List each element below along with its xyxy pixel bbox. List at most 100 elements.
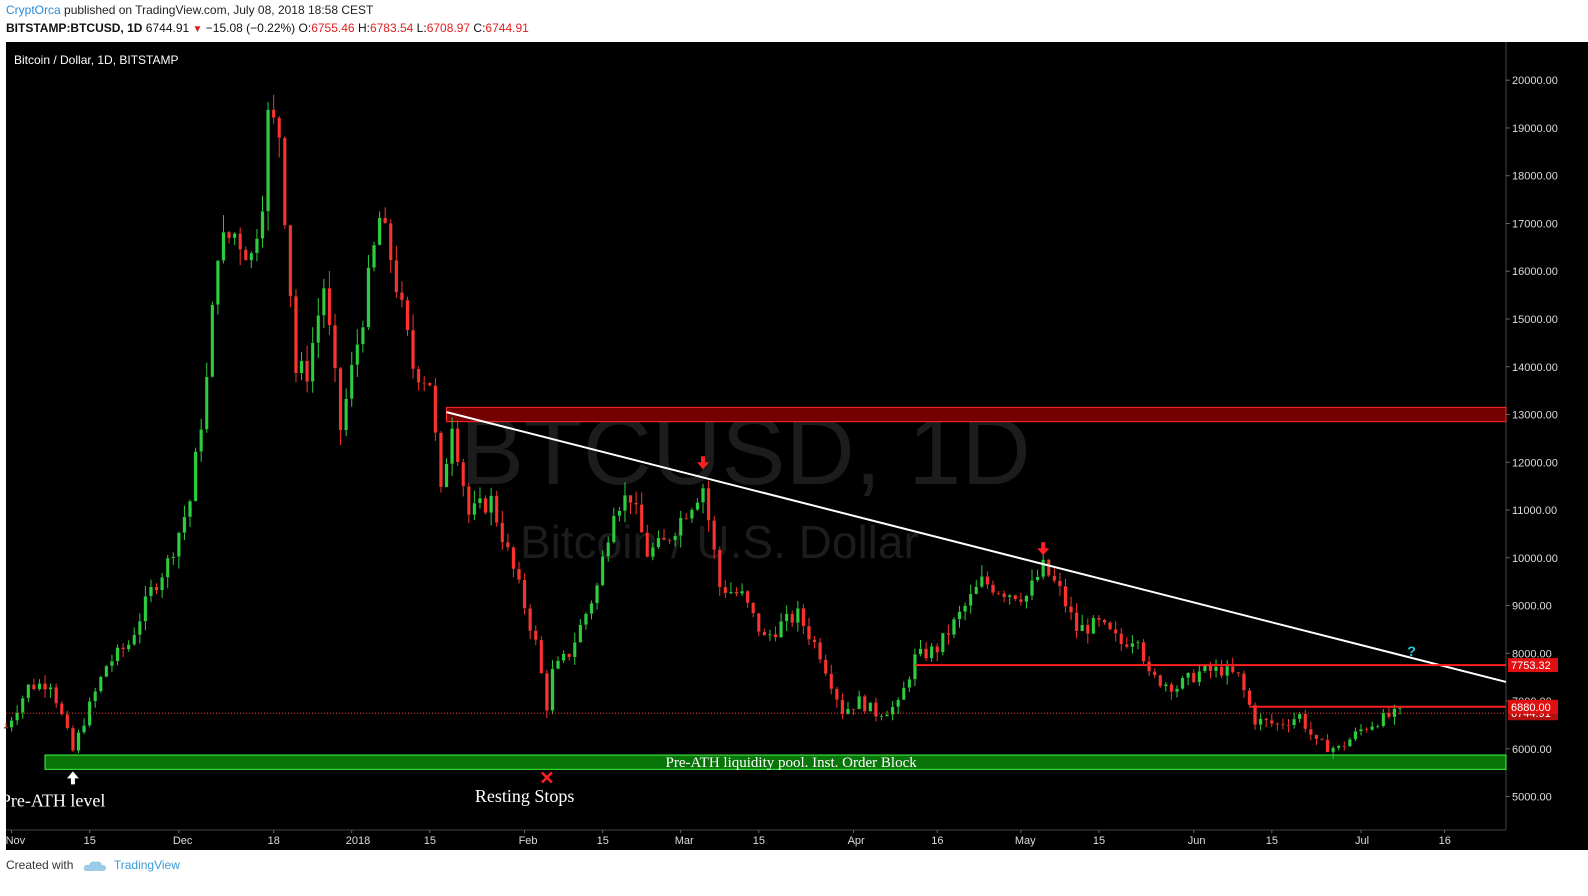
candle-up [896,697,901,715]
candle-body [227,231,231,239]
low-label: L: [416,21,427,35]
arrow-up-icon [66,771,79,785]
candle-body [1124,644,1129,648]
candle-down [1158,674,1163,688]
cross-icon [541,771,553,784]
candle-body [255,238,259,254]
time-tick-label: 2018 [346,835,370,847]
candle-body [76,732,81,751]
candle-down [4,723,8,729]
candle-body [383,217,388,224]
symbol-label: BITSTAMP:BTCUSD, 1D [6,21,143,35]
candle-down [712,515,717,559]
candle-body [160,577,164,591]
candle-up [701,483,705,514]
candle-body [1230,666,1235,673]
candle-up [1197,665,1202,686]
candle-body [1080,624,1085,632]
candle-up [266,101,270,231]
candle-body [846,708,850,715]
candle-up [349,351,354,407]
candle-body [907,679,912,688]
candle-down [1058,572,1062,596]
candle-down [528,604,532,640]
created-with-label: Created with [6,858,74,872]
candle-up [974,580,979,595]
candle-body [1007,595,1012,598]
candle-body [59,703,64,715]
candle-up [695,498,700,512]
candle-body [377,217,382,246]
candle-body [243,249,248,261]
candle-body [545,673,549,711]
level-1-badge-label: 6880.00 [1511,702,1551,714]
candle-up [177,531,181,569]
candle-down [1119,628,1124,651]
tradingview-link[interactable]: TradingView [113,858,180,872]
candle-down [522,573,527,615]
candle-up [1214,659,1218,678]
candle-body [1219,666,1224,677]
candle-body [835,688,839,700]
candle-body [506,542,510,548]
candle-body [1197,671,1202,683]
candle-body [695,502,700,510]
candle-down [227,231,231,244]
candle-down [383,207,388,224]
annotation-text: Resting Stops [475,786,575,806]
candle-up [561,650,566,663]
candle-up [1164,681,1168,692]
candle-body [1130,643,1135,648]
candle-up [1080,614,1085,632]
candle-body [294,296,298,374]
candle-body [1136,642,1140,644]
candle-up [918,639,923,657]
level-1-badge [1508,699,1558,714]
candle-body [1353,731,1358,740]
candle-up [617,506,622,522]
candle-body [589,602,594,614]
candle-body [517,568,521,580]
chart-area[interactable]: BTCUSD, 1D Bitcoin / U.S. Dollar Pre-ATH … [0,42,1588,850]
time-tick-label: 15 [1093,835,1105,847]
candle-up [651,542,655,561]
level-0-badge-label: 7753.32 [1511,660,1551,672]
candle-down [294,289,298,383]
candle-body [556,660,560,669]
candle-body [333,325,337,369]
candle-body [455,428,460,463]
candle-down [1247,687,1252,707]
candle-body [221,231,226,261]
candle-body [1303,713,1308,730]
candle-body [126,644,131,650]
change-value: −15.08 (−0.22%) [205,21,296,35]
close-label: C: [473,21,486,35]
candle-up [1331,745,1335,759]
candle-body [1113,629,1118,634]
candle-body [71,727,75,751]
candle-up [857,690,861,710]
candle-body [1286,724,1291,727]
candle-up [255,229,259,262]
candle-down [924,642,928,662]
tradingview-cloud-icon [83,861,106,871]
candle-up [1336,745,1341,751]
candle-body [1336,745,1341,749]
candle-body [388,222,393,261]
high-label: H: [357,21,370,35]
candle-body [104,665,109,677]
candle-down [277,115,282,158]
candle-body [65,714,70,729]
candle-up [1180,675,1185,690]
candle-down [394,246,399,299]
candle-down [467,483,471,524]
candle-up [126,640,131,652]
candle-up [472,490,477,520]
candle-up [48,683,53,698]
candle-body [946,632,951,635]
time-tick-label: Feb [519,835,538,847]
author-link[interactable]: CryptOrca [6,3,61,17]
candle-up [673,532,677,547]
candle-up [784,605,789,631]
